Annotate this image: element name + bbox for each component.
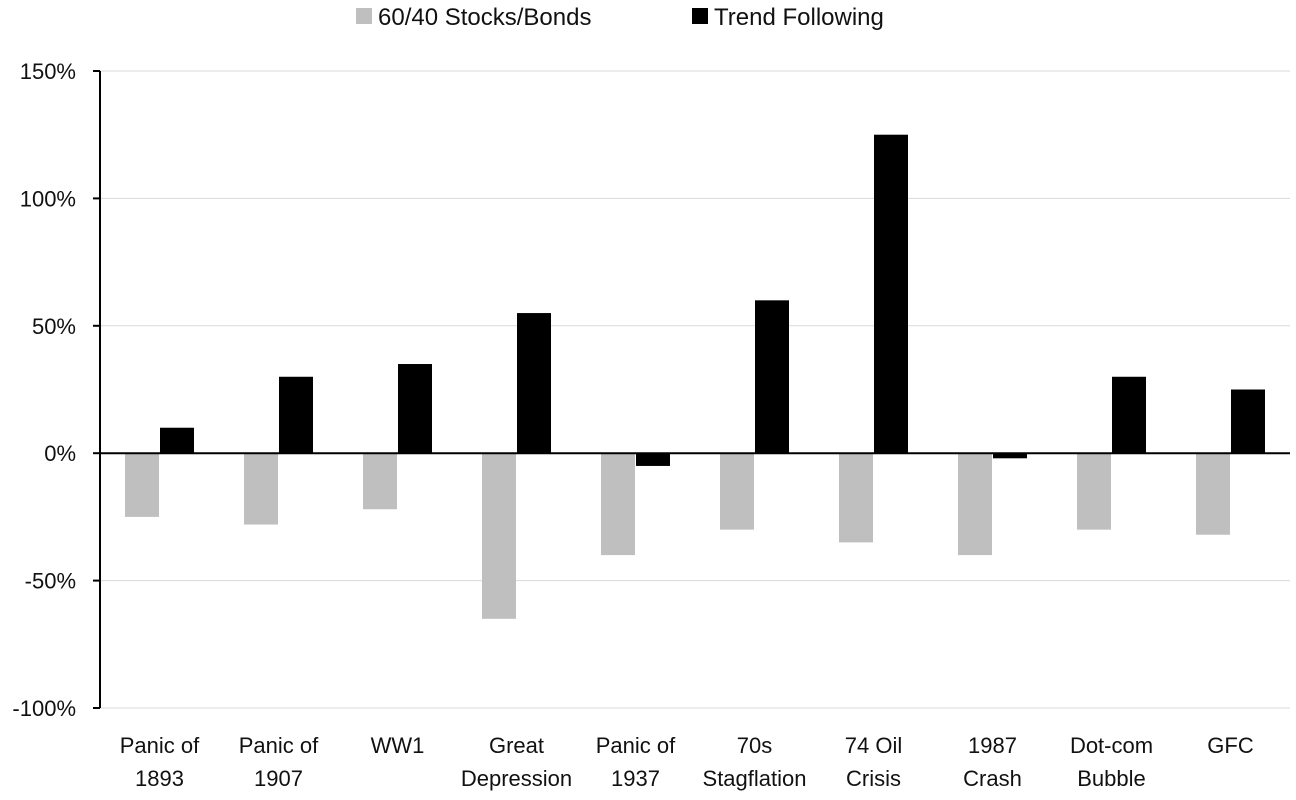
legend-trend-following-swatch <box>692 8 708 24</box>
bar-trend-following <box>279 376 313 454</box>
x-tick-label: 70s Stagflation <box>703 733 807 791</box>
bar-6040-stocks-bonds <box>482 453 516 619</box>
bar-trend-following <box>755 300 789 454</box>
bar-trend-following <box>874 134 908 454</box>
bar-trend-following <box>398 364 432 454</box>
y-tick-label: 0% <box>44 441 76 466</box>
bar-trend-following <box>993 453 1027 459</box>
x-tick-label: Dot-com Bubble <box>1070 733 1153 791</box>
y-tick-label: -50% <box>25 569 76 594</box>
x-tick-label: Great Depression <box>461 733 572 791</box>
bar-6040-stocks-bonds <box>839 453 873 543</box>
bar-6040-stocks-bonds <box>1196 453 1230 535</box>
y-tick-label: 100% <box>20 186 76 211</box>
bar-6040-stocks-bonds <box>363 453 397 510</box>
bar-trend-following <box>160 427 194 454</box>
x-axis-labels: Panic of 1893 Panic of 1907 WW1 Great Depressi… <box>120 733 1254 791</box>
x-tick-label: GFC <box>1207 733 1254 758</box>
x-tick-label: WW1 <box>371 733 425 758</box>
y-tick-label: 50% <box>32 314 76 339</box>
x-tick-label: Panic of 1893 <box>120 733 200 791</box>
x-tick-label: 74 Oil Crisis <box>845 733 902 791</box>
bar-6040-stocks-bonds <box>1077 453 1111 530</box>
bar-6040-stocks-bonds <box>720 453 754 530</box>
y-axis: 150% 100% 50% 0% -50% -100% <box>12 59 101 721</box>
y-tick-label: 150% <box>20 59 76 84</box>
bar-trend-following <box>517 313 551 454</box>
bars <box>125 134 1265 619</box>
gridlines <box>100 70 1290 709</box>
legend-6040-stocks-bonds-label: 60/40 Stocks/Bonds <box>378 4 591 31</box>
bar-6040-stocks-bonds <box>125 453 159 517</box>
bar-trend-following <box>636 453 670 466</box>
x-tick-label: Panic of 1907 <box>239 733 319 791</box>
y-tick-label: -100% <box>12 696 76 721</box>
bar-6040-stocks-bonds <box>601 453 635 556</box>
bar-6040-stocks-bonds <box>958 453 992 556</box>
legend: 60/40 Stocks/Bonds Trend Following <box>356 4 884 31</box>
bar-trend-following <box>1231 389 1265 454</box>
legend-trend-following-label: Trend Following <box>714 4 884 31</box>
legend-6040-stocks-bonds-swatch <box>356 8 372 24</box>
bar-trend-following <box>1112 376 1146 454</box>
x-tick-label: Panic of 1937 <box>596 733 676 791</box>
x-tick-label: 1987 Crash <box>963 733 1022 791</box>
bar-6040-stocks-bonds <box>244 453 278 525</box>
